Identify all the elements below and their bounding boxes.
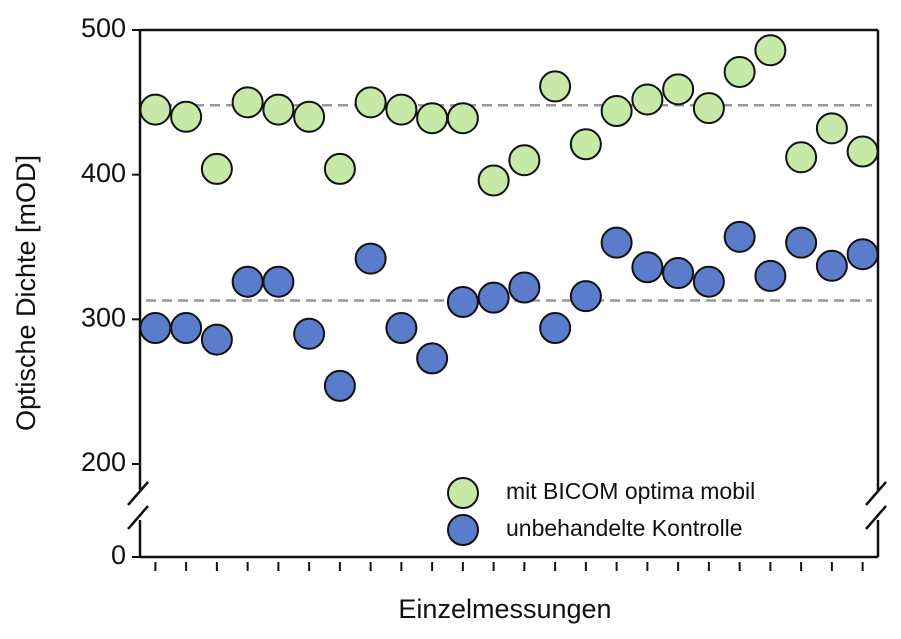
point (293, 317, 326, 350)
point (170, 312, 203, 345)
point (477, 281, 510, 314)
point (631, 251, 664, 284)
point (231, 265, 264, 298)
point (692, 265, 725, 298)
legend-label: unbehandelte Kontrolle (506, 515, 743, 541)
point (477, 164, 510, 197)
point (815, 112, 848, 145)
point (662, 73, 695, 106)
point (446, 102, 479, 135)
point (446, 285, 479, 318)
point (539, 312, 572, 345)
legend-label: mit BICOM optima mobil (506, 478, 755, 504)
point (785, 141, 818, 174)
axis-break (865, 481, 887, 506)
y-axis-title: Optische Dichte [mOD] (11, 155, 41, 431)
point (662, 257, 695, 290)
point (354, 242, 387, 275)
point (569, 128, 602, 161)
point (539, 70, 572, 103)
legend-marker (447, 477, 479, 509)
point (723, 55, 756, 88)
point (692, 92, 725, 125)
x-axis-title: Einzelmessungen (398, 594, 611, 624)
point (569, 280, 602, 313)
point (139, 93, 172, 126)
point (323, 152, 356, 185)
point (785, 226, 818, 259)
point (416, 342, 449, 375)
y-tick-label: 300 (81, 302, 126, 332)
axis-break (127, 505, 149, 530)
y-tick-label: 200 (81, 447, 126, 477)
point (385, 93, 418, 126)
axis-break (127, 481, 149, 506)
y-tick-label: 0 (111, 540, 126, 570)
point (416, 102, 449, 135)
y-tick-label: 500 (81, 13, 126, 43)
axis-break (865, 505, 887, 530)
point (170, 100, 203, 133)
point (846, 238, 879, 271)
point (262, 265, 295, 298)
point (815, 249, 848, 282)
point (600, 226, 633, 259)
point (385, 312, 418, 345)
point (323, 369, 356, 402)
point (846, 135, 879, 168)
point (293, 100, 326, 133)
point (231, 86, 264, 119)
point (631, 83, 664, 116)
legend-marker (447, 514, 479, 546)
y-tick-label: 400 (81, 158, 126, 188)
point (600, 95, 633, 128)
point (723, 220, 756, 253)
point (508, 271, 541, 304)
point (200, 323, 233, 356)
point (262, 93, 295, 126)
point (200, 152, 233, 185)
point (139, 312, 172, 345)
point (354, 86, 387, 119)
point (754, 34, 787, 67)
point (508, 144, 541, 177)
point (754, 259, 787, 292)
